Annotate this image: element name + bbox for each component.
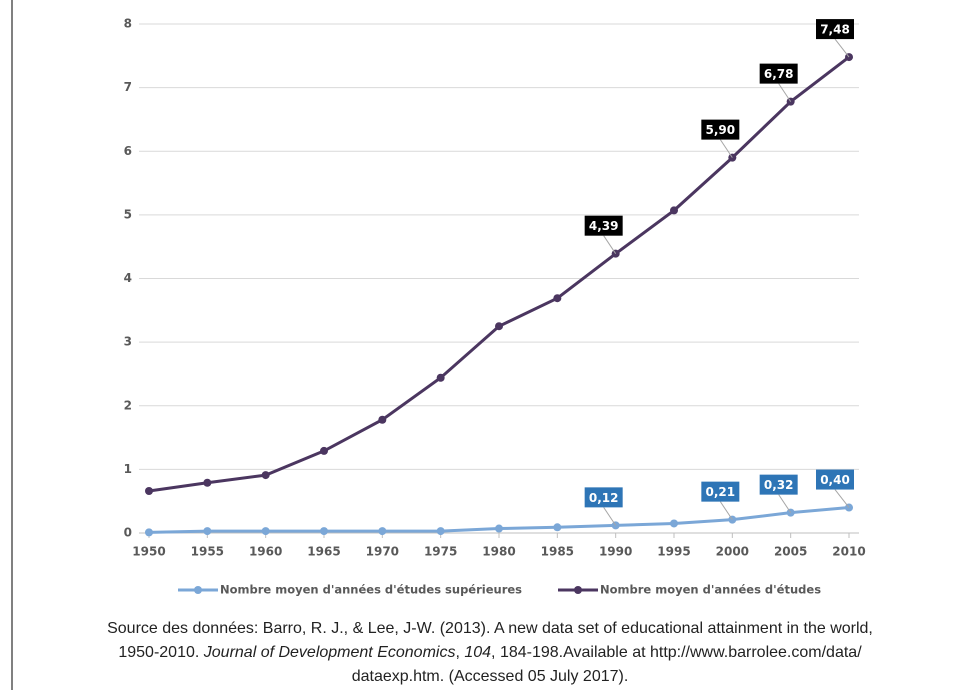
y-tick-label: 0: [124, 526, 132, 540]
value-label: 7,48: [820, 23, 850, 37]
value-label-box: [584, 487, 623, 508]
label-leader: [603, 507, 617, 526]
label-leader: [834, 38, 850, 58]
x-tick-label: 1970: [366, 545, 399, 559]
source-journal: Journal of Development Economics: [203, 644, 456, 661]
y-tick-label: 7: [124, 80, 132, 94]
legend-marker: [574, 586, 582, 594]
source-part: ,: [455, 644, 464, 661]
y-tick-label: 5: [124, 207, 132, 221]
x-tick-label: 1980: [482, 545, 515, 559]
value-label-box: [759, 63, 798, 84]
source-part: , 184-198.Available at http://www.barrol…: [491, 644, 862, 661]
x-tick-label: 1995: [657, 545, 690, 559]
plot: 0 1 2 3 4 5 6 7 8 1950 1955 1960 1965 1970 1975 1980 198…: [124, 17, 866, 597]
value-label-box: [584, 215, 623, 236]
x-tick-label: 2010: [832, 545, 865, 559]
x-tick-label: 2000: [716, 545, 749, 559]
y-tick-label: 6: [124, 144, 132, 158]
legend-label: Nombre moyen d'années d'études supérieur…: [220, 583, 522, 597]
source-volume: 104: [464, 644, 491, 661]
x-tick-label: 1960: [249, 545, 282, 559]
y-tick-label: 8: [124, 17, 132, 31]
label-leader: [719, 501, 733, 520]
x-tick-label: 1965: [307, 545, 340, 559]
value-label: 4,39: [589, 219, 619, 233]
value-label-box: [701, 481, 740, 502]
source-line: Source des données: Barro, R. J., & Lee,…: [107, 620, 873, 637]
value-label: 6,78: [764, 67, 794, 81]
data-point: [320, 446, 328, 455]
value-label-box: [701, 119, 740, 140]
x-tick-label: 1955: [191, 545, 224, 559]
label-leader: [778, 494, 792, 513]
legend-marker: [194, 586, 202, 594]
data-point: [261, 527, 270, 536]
data-point: [145, 487, 153, 496]
value-label: 0,40: [820, 473, 850, 487]
source-line: dataexp.htm. (Accessed 05 July 2017).: [352, 668, 629, 685]
data-point: [320, 527, 328, 536]
value-label-box: [816, 19, 854, 40]
value-label: 5,90: [706, 123, 736, 137]
data-point: [378, 527, 387, 536]
data-point: [670, 519, 678, 528]
data-point: [378, 415, 387, 424]
y-tick-label: 3: [124, 335, 132, 349]
source-part: 1950-2010.: [118, 644, 203, 661]
value-label: 0,12: [589, 491, 619, 505]
x-tick-label: 1975: [424, 545, 457, 559]
data-point: [553, 294, 562, 303]
label-leader: [778, 83, 792, 102]
value-label: 0,21: [706, 485, 736, 499]
value-label-box: [759, 474, 798, 495]
data-point: [553, 523, 562, 532]
x-tick-label: 1950: [132, 545, 165, 559]
data-point: [436, 373, 445, 382]
legend-label: Nombre moyen d'années d'études: [600, 583, 821, 597]
y-tick-label: 2: [124, 398, 132, 412]
value-label: 0,32: [764, 478, 794, 492]
y-tick-label: 1: [124, 462, 132, 476]
x-tick-label: 1985: [541, 545, 574, 559]
data-point: [670, 206, 678, 215]
label-leader: [719, 139, 733, 158]
label-leader: [603, 235, 617, 254]
data-point: [261, 471, 270, 480]
data-point: [203, 527, 212, 536]
data-point: [495, 524, 503, 533]
value-label-box: [816, 469, 854, 490]
data-point: [436, 527, 445, 536]
label-leader: [834, 489, 850, 508]
x-tick-label: 2005: [774, 545, 807, 559]
series-line: [148, 55, 850, 493]
x-tick-label: 1990: [599, 545, 632, 559]
data-point: [495, 322, 503, 331]
data-point: [203, 478, 212, 487]
y-tick-label: 4: [124, 271, 132, 285]
data-point: [145, 528, 153, 537]
source-line: 1950-2010. Journal of Development Econom…: [118, 644, 862, 661]
